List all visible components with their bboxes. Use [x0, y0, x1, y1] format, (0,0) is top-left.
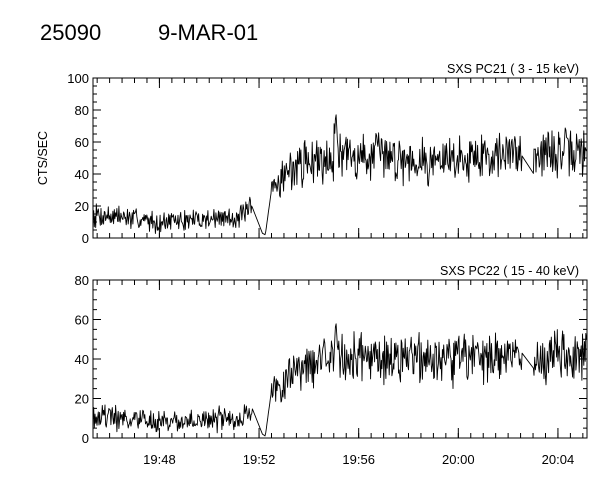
panel-2: 0 20 40 60 80 19:48 19:52 19:56 20:00 20:04 SXS PC… — [75, 264, 588, 467]
y-tick-label: 0 — [82, 431, 89, 446]
observation-id: 25090 — [40, 20, 101, 45]
x-tick-label: 20:00 — [442, 452, 475, 467]
y-tick-label: 60 — [75, 313, 89, 328]
y-tick-label: 20 — [75, 392, 89, 407]
panel-1: 0 20 40 60 80 100 SXS PC21 ( 3 - 15 keV) CTS/SE… — [36, 62, 588, 246]
panel-title: SXS PC22 ( 15 - 40 keV) — [440, 264, 579, 278]
y-axis-label: CTS/SEC — [36, 131, 50, 185]
y-tick-label: 60 — [75, 135, 89, 150]
x-tick-label: 19:56 — [342, 452, 375, 467]
y-tick-label: 80 — [75, 103, 89, 118]
x-tick-label: 19:48 — [143, 452, 176, 467]
y-tick-label: 100 — [67, 71, 89, 86]
y-tick-label: 80 — [75, 273, 89, 288]
light-curve-line — [92, 323, 587, 437]
x-tick-label: 19:52 — [243, 452, 276, 467]
y-tick-label: 0 — [82, 231, 89, 246]
panel-title: SXS PC21 ( 3 - 15 keV) — [447, 62, 579, 76]
y-tick-label: 20 — [75, 199, 89, 214]
light-curve-line — [92, 114, 587, 236]
x-tick-label: 20:04 — [542, 452, 575, 467]
panels: 0 20 40 60 80 100 SXS PC21 ( 3 - 15 keV) CTS/SE… — [36, 62, 588, 467]
y-tick-label: 40 — [75, 352, 89, 367]
observation-date: 9-MAR-01 — [158, 20, 258, 45]
y-tick-label: 40 — [75, 167, 89, 182]
